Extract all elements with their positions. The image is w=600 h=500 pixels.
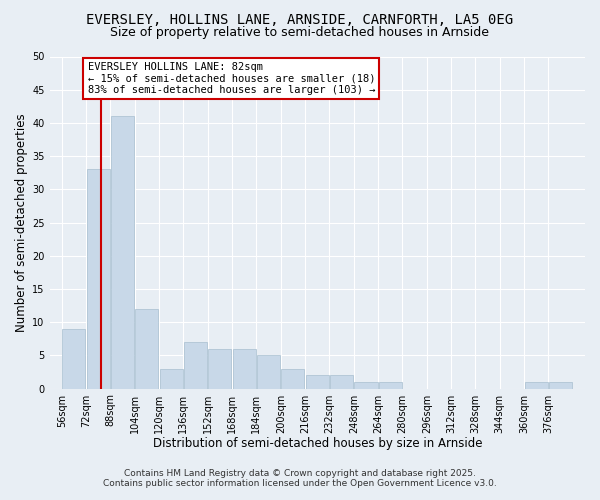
Bar bbox=[306, 376, 329, 388]
Y-axis label: Number of semi-detached properties: Number of semi-detached properties bbox=[15, 113, 28, 332]
Bar bbox=[549, 382, 572, 388]
Bar bbox=[86, 170, 110, 388]
Text: EVERSLEY HOLLINS LANE: 82sqm
← 15% of semi-detached houses are smaller (18)
83% : EVERSLEY HOLLINS LANE: 82sqm ← 15% of se… bbox=[88, 62, 375, 95]
Bar bbox=[281, 368, 304, 388]
Text: Size of property relative to semi-detached houses in Arnside: Size of property relative to semi-detach… bbox=[110, 26, 490, 39]
Bar bbox=[208, 348, 232, 389]
Bar bbox=[136, 309, 158, 388]
X-axis label: Distribution of semi-detached houses by size in Arnside: Distribution of semi-detached houses by … bbox=[152, 437, 482, 450]
Bar bbox=[525, 382, 548, 388]
Bar bbox=[62, 329, 85, 388]
Bar bbox=[111, 116, 134, 388]
Text: EVERSLEY, HOLLINS LANE, ARNSIDE, CARNFORTH, LA5 0EG: EVERSLEY, HOLLINS LANE, ARNSIDE, CARNFOR… bbox=[86, 12, 514, 26]
Bar bbox=[160, 368, 183, 388]
Bar bbox=[379, 382, 402, 388]
Bar bbox=[330, 376, 353, 388]
Text: Contains public sector information licensed under the Open Government Licence v3: Contains public sector information licen… bbox=[103, 478, 497, 488]
Text: Contains HM Land Registry data © Crown copyright and database right 2025.: Contains HM Land Registry data © Crown c… bbox=[124, 469, 476, 478]
Bar bbox=[257, 356, 280, 388]
Bar bbox=[355, 382, 377, 388]
Bar bbox=[184, 342, 207, 388]
Bar bbox=[233, 348, 256, 389]
